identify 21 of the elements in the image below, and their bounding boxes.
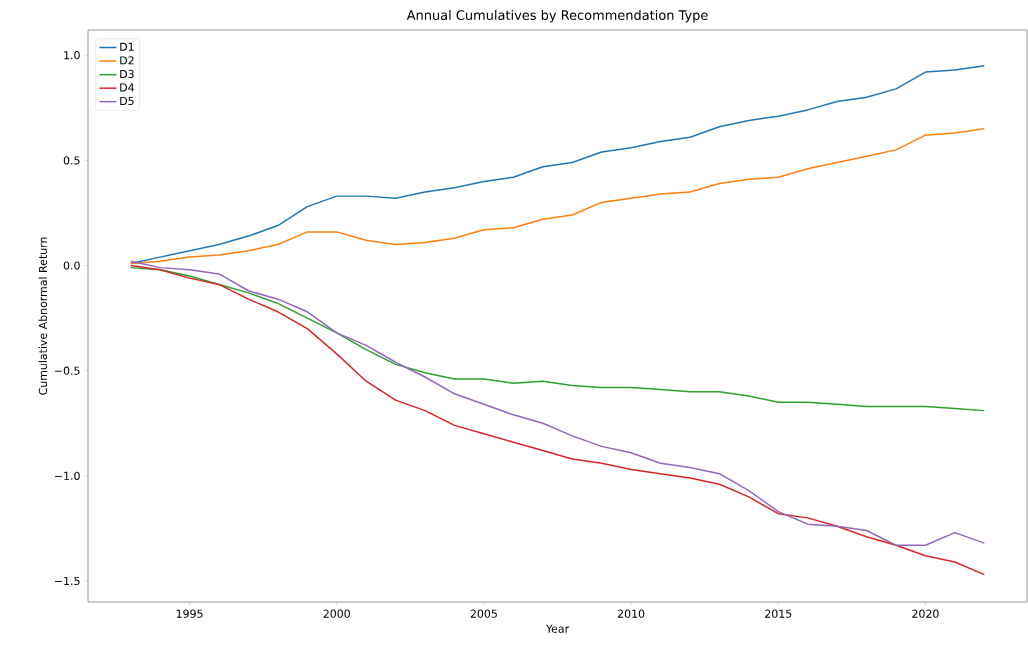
y-tick-label: −1.5 xyxy=(55,576,80,586)
y-tick-label: −0.5 xyxy=(55,366,80,375)
x-tick-label: 2015 xyxy=(765,609,792,618)
y-axis-title: Cumulative Abnormal Return xyxy=(38,237,48,395)
x-axis-title: Year xyxy=(545,624,570,633)
legend-label: D4 xyxy=(120,83,134,92)
y-tick-label: 0.0 xyxy=(63,261,80,270)
legend-label: D1 xyxy=(120,42,134,51)
legend-label: D5 xyxy=(120,96,134,106)
y-tick-label: −1.0 xyxy=(55,471,80,480)
legend-label: D2 xyxy=(120,56,134,65)
x-tick-label: 2005 xyxy=(470,609,497,618)
x-tick-label: 2000 xyxy=(323,609,350,618)
chart-title: Annual Cumulatives by Recommendation Type xyxy=(406,9,708,23)
y-tick-label: 0.5 xyxy=(63,156,80,165)
line-series xyxy=(129,128,986,265)
x-tick-label: 2010 xyxy=(617,609,645,618)
y-tick-label: 1.0 xyxy=(64,51,80,60)
x-tick-label: 1995 xyxy=(176,609,203,618)
x-tick-label: 2020 xyxy=(912,609,939,618)
legend-label: D3 xyxy=(120,69,134,79)
